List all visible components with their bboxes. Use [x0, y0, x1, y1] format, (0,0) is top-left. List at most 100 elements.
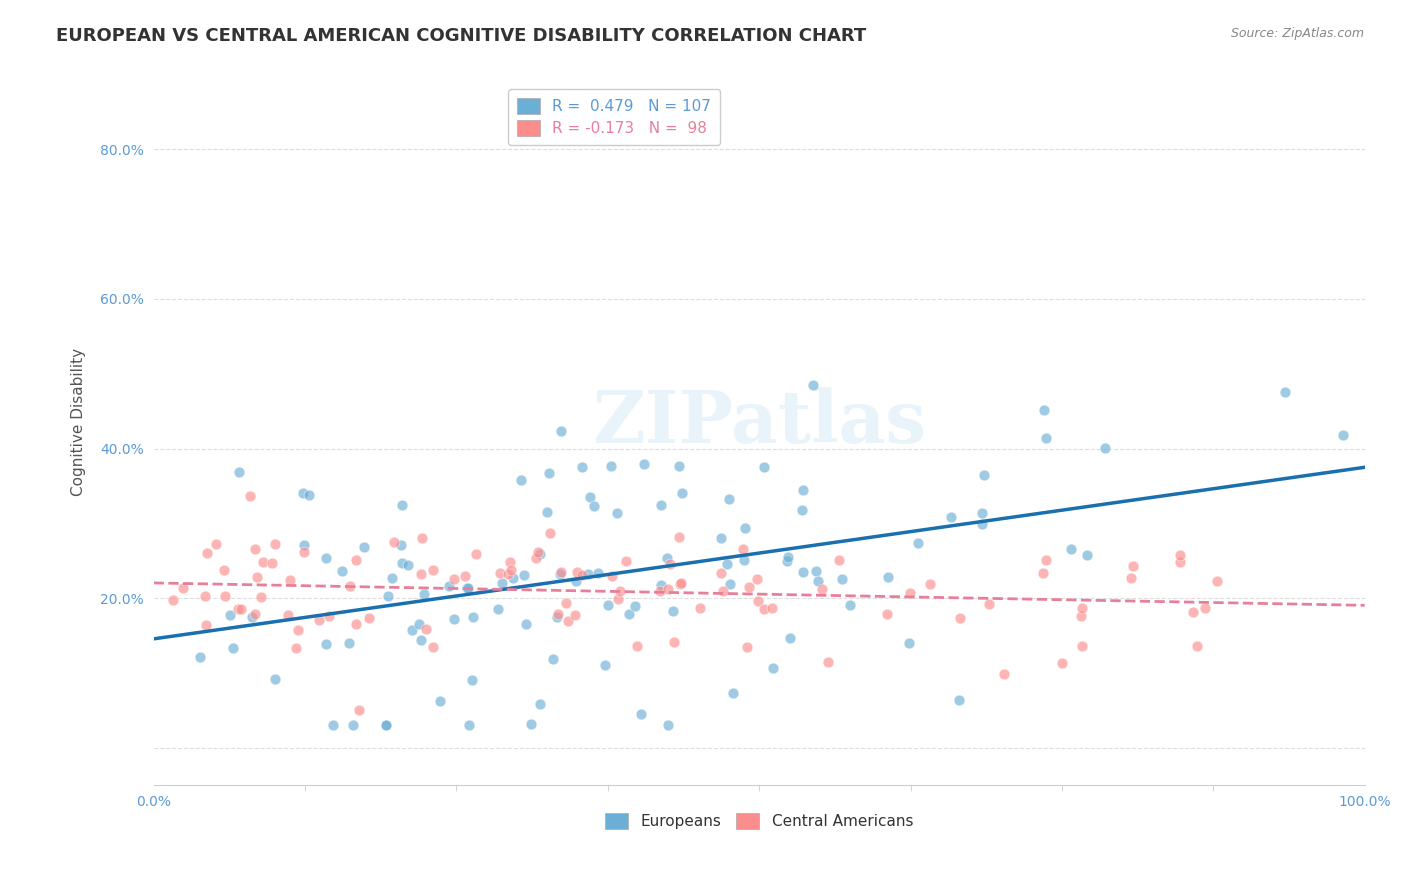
Point: [1119, 571, 1142, 585]
Point: [583, 499, 606, 513]
Point: [941, 510, 963, 524]
Point: [454, 569, 477, 583]
Point: [1194, 600, 1216, 615]
Point: [396, 558, 419, 573]
Point: [607, 592, 630, 607]
Point: [245, 607, 267, 621]
Point: [792, 483, 814, 497]
Point: [1070, 609, 1092, 624]
Point: [297, 488, 319, 502]
Point: [527, 545, 550, 559]
Point: [779, 631, 801, 645]
Point: [713, 584, 735, 599]
Point: [626, 640, 648, 654]
Point: [536, 505, 558, 519]
Point: [657, 582, 679, 596]
Point: [252, 555, 274, 569]
Point: [1071, 600, 1094, 615]
Point: [205, 537, 228, 551]
Point: [668, 530, 690, 544]
Point: [669, 577, 692, 591]
Point: [228, 601, 250, 615]
Point: [733, 553, 755, 567]
Point: [461, 673, 484, 687]
Point: [243, 541, 266, 556]
Point: [598, 599, 620, 613]
Point: [332, 564, 354, 578]
Point: [342, 718, 364, 732]
Point: [633, 457, 655, 471]
Point: [792, 503, 814, 517]
Point: [565, 565, 588, 579]
Point: [993, 667, 1015, 681]
Point: [391, 556, 413, 570]
Point: [718, 577, 741, 591]
Point: [246, 570, 269, 584]
Point: [1185, 639, 1208, 653]
Point: [308, 613, 330, 627]
Point: [491, 575, 513, 590]
Point: [662, 604, 685, 618]
Point: [488, 566, 510, 580]
Point: [415, 622, 437, 636]
Point: [443, 572, 465, 586]
Point: [315, 637, 337, 651]
Point: [807, 574, 830, 589]
Point: [710, 566, 733, 581]
Point: [970, 517, 993, 532]
Point: [353, 540, 375, 554]
Point: [817, 655, 839, 669]
Point: [831, 572, 853, 586]
Point: [1033, 403, 1056, 417]
Point: [408, 617, 430, 632]
Point: [721, 686, 744, 700]
Point: [280, 573, 302, 587]
Point: [437, 579, 460, 593]
Point: [671, 486, 693, 500]
Point: [877, 570, 900, 584]
Point: [499, 563, 522, 577]
Point: [546, 610, 568, 624]
Point: [898, 585, 921, 599]
Point: [907, 536, 929, 550]
Point: [529, 698, 551, 712]
Point: [595, 658, 617, 673]
Point: [529, 547, 551, 561]
Point: [806, 565, 828, 579]
Point: [377, 589, 399, 603]
Point: [564, 608, 586, 623]
Point: [617, 607, 640, 622]
Point: [496, 566, 519, 581]
Point: [510, 474, 533, 488]
Point: [1050, 657, 1073, 671]
Point: [457, 581, 479, 595]
Point: [502, 570, 524, 584]
Point: [973, 468, 995, 483]
Point: [630, 707, 652, 722]
Point: [382, 534, 405, 549]
Point: [260, 557, 283, 571]
Point: [422, 640, 444, 655]
Point: [222, 640, 245, 655]
Point: [606, 506, 628, 520]
Point: [828, 553, 851, 567]
Text: Source: ZipAtlas.com: Source: ZipAtlas.com: [1230, 27, 1364, 40]
Y-axis label: Cognitive Disability: Cognitive Disability: [72, 348, 86, 497]
Point: [294, 538, 316, 552]
Point: [762, 661, 785, 675]
Point: [811, 582, 834, 596]
Text: ZIPatlas: ZIPatlas: [592, 387, 927, 458]
Point: [464, 547, 486, 561]
Point: [538, 526, 561, 541]
Point: [321, 718, 343, 732]
Point: [668, 459, 690, 474]
Point: [745, 572, 768, 586]
Point: [339, 578, 361, 592]
Point: [162, 592, 184, 607]
Point: [547, 607, 569, 621]
Point: [792, 565, 814, 579]
Point: [240, 609, 263, 624]
Point: [557, 614, 579, 628]
Point: [600, 569, 623, 583]
Point: [458, 718, 481, 732]
